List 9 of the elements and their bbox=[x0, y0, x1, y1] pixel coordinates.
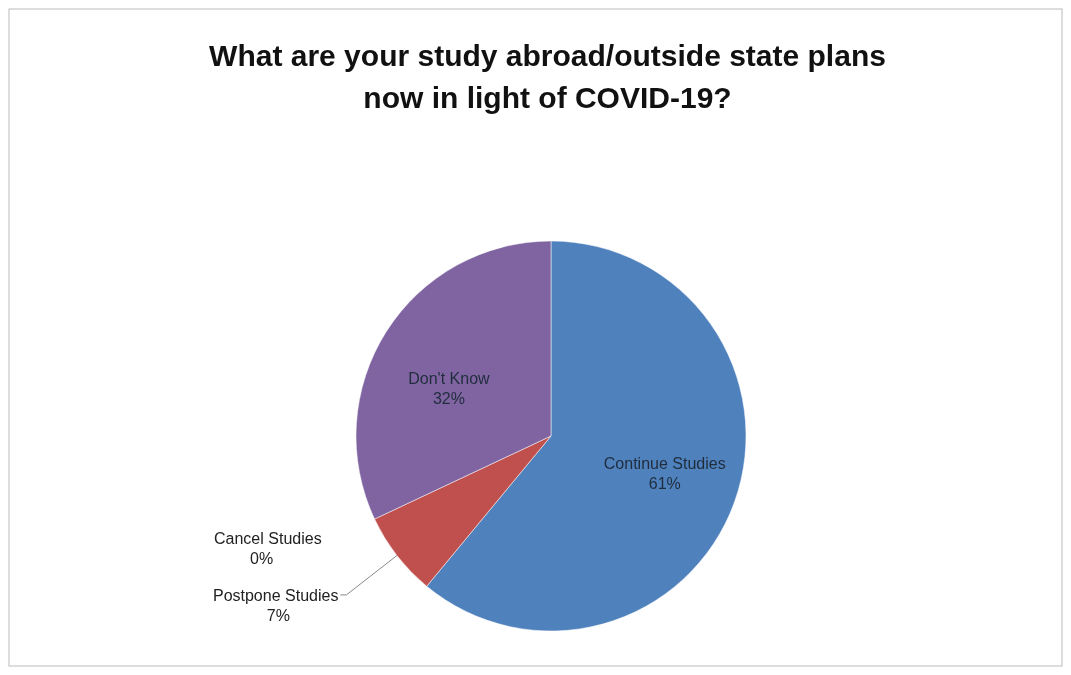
category-label: Cancel Studies bbox=[214, 529, 322, 547]
slice-label: Don't Know bbox=[408, 369, 491, 387]
data-label: 32% bbox=[432, 389, 465, 407]
data-label: 7% bbox=[266, 606, 290, 624]
chart-title: What are your study abroad/outside state plans now in light of COVID-19? bbox=[209, 39, 886, 114]
slice-label: Continue Studies bbox=[603, 455, 726, 473]
data-label: 61% bbox=[648, 475, 681, 493]
slice-label: Postpone Studies bbox=[212, 586, 339, 604]
text: 0% bbox=[250, 549, 274, 567]
